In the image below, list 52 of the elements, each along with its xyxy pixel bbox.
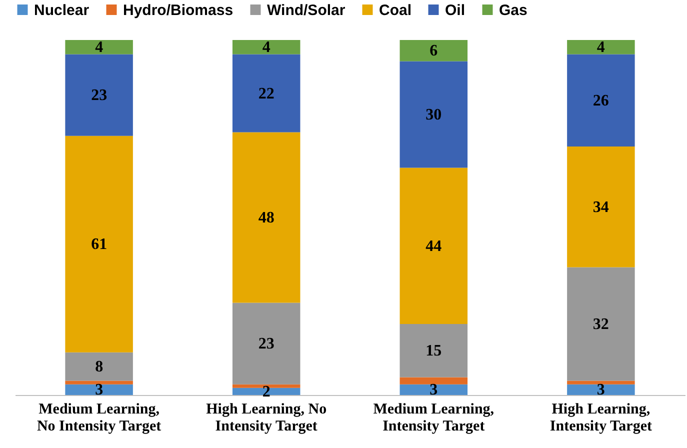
data-label: 4 bbox=[262, 39, 270, 56]
data-label: 26 bbox=[592, 92, 609, 110]
data-label: 34 bbox=[592, 198, 609, 216]
bar bbox=[65, 380, 133, 384]
bar bbox=[65, 40, 133, 54]
data-label: 8 bbox=[95, 358, 104, 376]
legend-label: Gas bbox=[499, 2, 528, 19]
bar bbox=[400, 61, 468, 168]
data-label: 4 bbox=[95, 39, 104, 56]
data-label: 15 bbox=[426, 342, 442, 360]
bar bbox=[400, 168, 468, 324]
data-label: 61 bbox=[91, 236, 108, 254]
bar bbox=[232, 40, 300, 54]
data-label: 32 bbox=[592, 316, 609, 333]
bar bbox=[232, 54, 300, 132]
data-label: 30 bbox=[426, 106, 442, 124]
data-label: 3 bbox=[430, 382, 438, 399]
x-tick-label: Medium Learning, No Intensity Target bbox=[36, 402, 162, 434]
legend-label: Wind/Solar bbox=[267, 2, 346, 19]
legend-label: Coal bbox=[379, 2, 412, 19]
bar bbox=[232, 132, 300, 303]
bar bbox=[400, 324, 468, 378]
bar bbox=[567, 384, 635, 395]
data-label: 22 bbox=[258, 85, 274, 102]
bar bbox=[567, 380, 635, 384]
legend-label: Oil bbox=[445, 2, 466, 19]
bar bbox=[567, 40, 635, 54]
bar bbox=[232, 388, 300, 395]
data-label: 6 bbox=[430, 42, 438, 60]
data-label: 23 bbox=[258, 336, 274, 353]
bar bbox=[400, 384, 468, 395]
bar bbox=[65, 384, 133, 395]
data-label: 48 bbox=[258, 210, 274, 226]
bar bbox=[65, 136, 133, 352]
data-label: 3 bbox=[596, 382, 605, 399]
bar bbox=[567, 146, 635, 268]
bar bbox=[400, 377, 468, 384]
bar bbox=[232, 302, 300, 384]
bar bbox=[65, 352, 133, 381]
x-tick-label: Medium Learning, Intensity Target bbox=[373, 402, 494, 434]
bar bbox=[567, 54, 635, 146]
data-label: 4 bbox=[596, 39, 605, 56]
data-label: 23 bbox=[91, 87, 108, 104]
bar bbox=[400, 40, 468, 62]
x-tick-label: High Learning, No Intensity Target bbox=[206, 402, 327, 434]
x-tick-label: High Learning, Intensity Target bbox=[550, 402, 652, 434]
legend-label: Nuclear bbox=[34, 2, 90, 19]
legend-label: Hydro/Biomass bbox=[123, 2, 234, 19]
bar bbox=[65, 54, 133, 136]
bar bbox=[567, 267, 635, 381]
data-label: 3 bbox=[95, 382, 104, 399]
data-label: 44 bbox=[426, 238, 442, 255]
